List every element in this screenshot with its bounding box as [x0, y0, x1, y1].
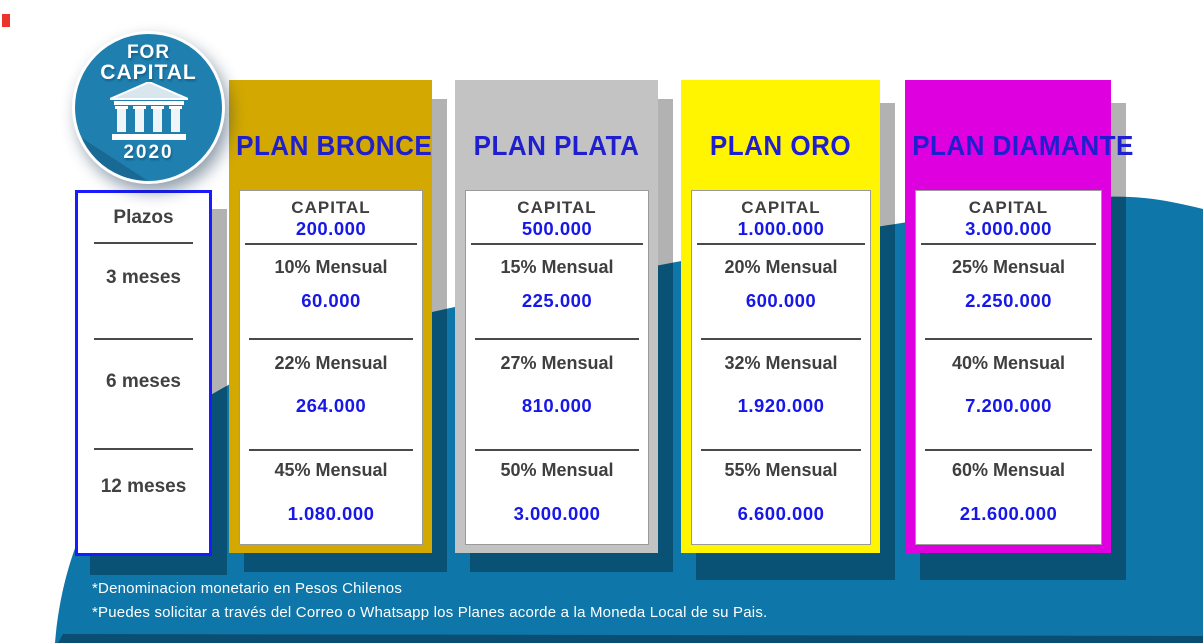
- plan-panel: CAPITAL 1.000.000 20% Mensual 600.000 32…: [691, 190, 871, 545]
- plazo-row: 6 meses: [105, 371, 181, 392]
- plazos-box: Plazos 3 meses 6 meses 12 meses: [75, 190, 212, 556]
- bottom-navy-bar: [58, 634, 1203, 643]
- divider: [475, 338, 639, 340]
- rate-label: 22% Mensual: [274, 353, 388, 373]
- capital-amount: 200.000: [295, 218, 367, 239]
- footnote-contact: *Puedes solicitar a través del Correo o …: [92, 604, 768, 621]
- rate-label: 10% Mensual: [274, 257, 388, 277]
- rate-label: 60% Mensual: [951, 460, 1066, 480]
- rate-label: 40% Mensual: [951, 353, 1066, 373]
- capital-amount: 3.000.000: [965, 218, 1052, 239]
- divider: [701, 449, 861, 451]
- plan-column-plata: PLAN PLATA CAPITAL 500.000 15% Mensual 2…: [455, 80, 658, 553]
- return-amount: 21.600.000: [959, 503, 1058, 524]
- divider: [921, 243, 1096, 245]
- divider: [94, 448, 193, 450]
- return-amount: 225.000: [521, 290, 593, 311]
- plazo-row: 12 meses: [100, 476, 187, 497]
- divider: [925, 338, 1092, 340]
- return-amount: 810.000: [521, 395, 593, 416]
- red-mark: [2, 14, 10, 27]
- plan-title: PLAN PLATA: [473, 130, 640, 161]
- return-amount: 3.000.000: [513, 503, 601, 524]
- plan-title: PLAN DIAMANTE: [912, 130, 1134, 161]
- capital-label: CAPITAL: [517, 198, 597, 217]
- return-amount: 6.600.000: [737, 503, 825, 524]
- return-amount: 600.000: [745, 290, 817, 311]
- return-amount: 7.200.000: [965, 395, 1052, 416]
- return-amount: 60.000: [301, 290, 361, 311]
- return-amount: 2.250.000: [965, 290, 1052, 311]
- plazos-title: Plazos: [113, 207, 174, 228]
- divider: [697, 243, 865, 245]
- rate-label: 20% Mensual: [724, 257, 838, 277]
- logo-text-for: FOR: [126, 42, 171, 63]
- plan-title: PLAN BRONCE: [236, 130, 433, 161]
- plan-column-oro: PLAN ORO CAPITAL 1.000.000 20% Mensual 6…: [681, 80, 880, 553]
- capital-label: CAPITAL: [968, 198, 1049, 217]
- return-amount: 1.920.000: [737, 395, 825, 416]
- plan-panel: CAPITAL 500.000 15% Mensual 225.000 27% …: [465, 190, 649, 545]
- divider: [245, 243, 417, 245]
- plan-panel: CAPITAL 200.000 10% Mensual 60.000 22% M…: [239, 190, 423, 545]
- rate-label: 25% Mensual: [951, 257, 1066, 277]
- return-amount: 264.000: [295, 395, 367, 416]
- rate-label: 45% Mensual: [274, 460, 388, 480]
- logo-text-capital: CAPITAL: [100, 61, 197, 84]
- rate-label: 32% Mensual: [724, 353, 838, 373]
- logo-year: 2020: [123, 142, 174, 163]
- plan-column-diamante: PLAN DIAMANTE CAPITAL 3.000.000 25% Mens…: [905, 80, 1134, 553]
- plan-column-bronce: PLAN BRONCE CAPITAL 200.000 10% Mensual …: [229, 80, 432, 553]
- divider: [925, 449, 1092, 451]
- divider: [249, 338, 413, 340]
- divider: [475, 449, 639, 451]
- divider: [94, 338, 193, 340]
- return-amount: 1.080.000: [287, 503, 375, 524]
- divider: [471, 243, 643, 245]
- capital-amount: 1.000.000: [737, 218, 825, 239]
- capital-amount: 500.000: [521, 218, 593, 239]
- rate-label: 50% Mensual: [500, 460, 614, 480]
- divider: [249, 449, 413, 451]
- plan-title: PLAN ORO: [709, 130, 852, 161]
- divider: [94, 242, 193, 244]
- rate-label: 15% Mensual: [500, 257, 614, 277]
- divider: [701, 338, 861, 340]
- footnote-currency: *Denominacion monetario en Pesos Chileno…: [92, 580, 403, 597]
- plazo-row: 3 meses: [105, 267, 181, 288]
- capital-label: CAPITAL: [741, 198, 821, 217]
- capital-label: CAPITAL: [291, 198, 371, 217]
- plan-panel: CAPITAL 3.000.000 25% Mensual 2.250.000 …: [915, 190, 1102, 545]
- bank-building-icon: [109, 82, 188, 140]
- rate-label: 27% Mensual: [500, 353, 614, 373]
- for-capital-logo: FOR CAPITAL 2020: [72, 31, 225, 184]
- rate-label: 55% Mensual: [724, 460, 838, 480]
